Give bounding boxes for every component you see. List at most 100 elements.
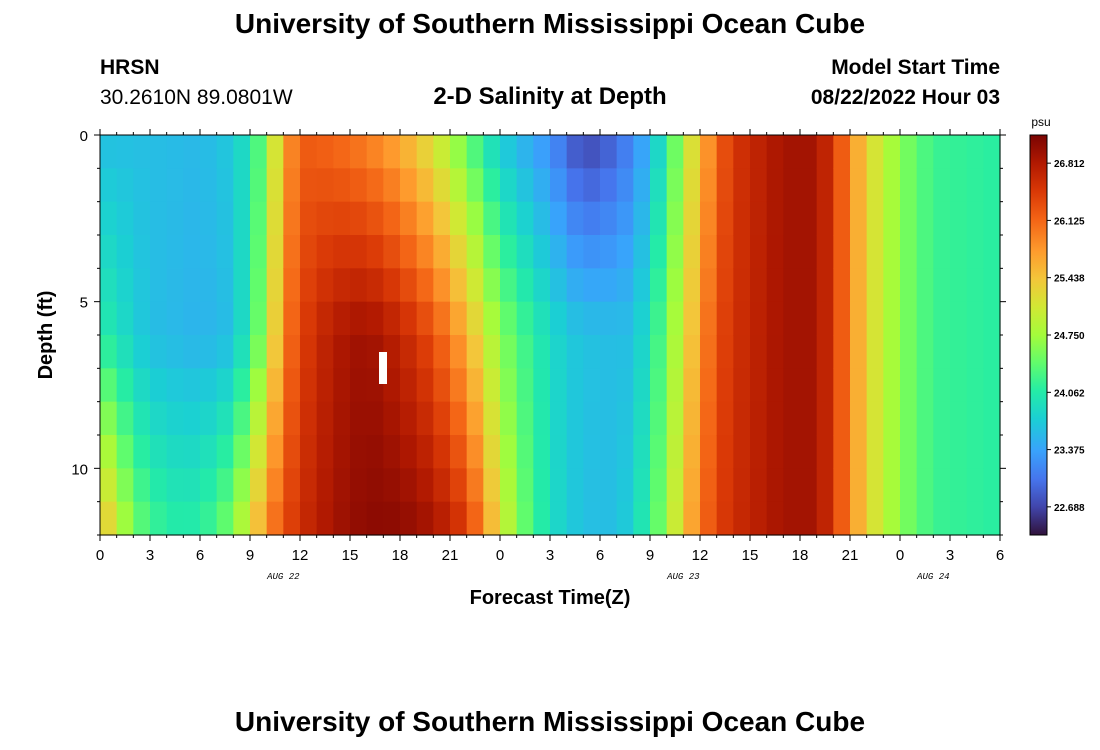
- heatmap-cell: [866, 335, 884, 369]
- heatmap-cell: [716, 335, 734, 369]
- heatmap-cell: [333, 401, 351, 436]
- heatmap-cell: [983, 301, 1001, 336]
- heatmap-cell: [983, 368, 1001, 403]
- heatmap-cell: [366, 301, 384, 336]
- heatmap-cell: [716, 135, 734, 169]
- heatmap-cell: [650, 435, 668, 469]
- heatmap-cell: [233, 435, 251, 469]
- heatmap-cell: [550, 135, 568, 169]
- heatmap-cell: [450, 268, 468, 303]
- heatmap-cell: [650, 168, 668, 203]
- heatmap-cell: [716, 268, 734, 303]
- heatmap-cell: [933, 135, 951, 169]
- heatmap-cell: [650, 201, 668, 236]
- heatmap-cell: [850, 335, 868, 369]
- heatmap-cell: [450, 301, 468, 336]
- heatmap-cell: [600, 368, 618, 403]
- heatmap-cell: [666, 368, 684, 403]
- heatmap-cell: [400, 368, 418, 403]
- heatmap-cell: [666, 268, 684, 303]
- heatmap-cell: [616, 235, 634, 269]
- heatmap-cell: [766, 401, 784, 436]
- heatmap-cell: [816, 301, 834, 336]
- heatmap-cell: [583, 335, 601, 369]
- heatmap-cell: [450, 201, 468, 236]
- heatmap-cell: [950, 435, 968, 469]
- heatmap-cell: [433, 501, 451, 536]
- heatmap-cell: [350, 135, 368, 169]
- heatmap-cell: [250, 501, 268, 536]
- heatmap-cell: [216, 235, 234, 269]
- heatmap-cells: [100, 135, 1001, 536]
- heatmap-cell: [850, 501, 868, 536]
- x-tick-label: 3: [146, 547, 154, 564]
- heatmap-cell: [883, 368, 901, 403]
- heatmap-cell: [100, 301, 118, 336]
- heatmap-cell: [333, 135, 351, 169]
- heatmap-cell: [683, 168, 701, 203]
- heatmap-cell: [316, 168, 334, 203]
- heatmap-cell: [350, 201, 368, 236]
- heatmap-cell: [166, 201, 184, 236]
- heatmap-cell: [966, 135, 984, 169]
- heatmap-cell: [500, 135, 518, 169]
- heatmap-cell: [316, 501, 334, 536]
- heatmap-cell: [616, 335, 634, 369]
- heatmap-cell: [900, 368, 918, 403]
- heatmap-cell: [416, 301, 434, 336]
- heatmap-cell: [233, 301, 251, 336]
- heatmap-cell: [483, 268, 501, 303]
- heatmap-cell: [283, 368, 301, 403]
- heatmap-cell: [400, 235, 418, 269]
- heatmap-cell: [400, 335, 418, 369]
- heatmap-cell: [400, 468, 418, 503]
- footer-title: University of Southern Mississippi Ocean…: [234, 706, 866, 737]
- heatmap-cell: [800, 235, 818, 269]
- heatmap-cell: [983, 501, 1001, 536]
- heatmap-cell: [566, 268, 584, 303]
- heatmap-cell: [383, 168, 401, 203]
- heatmap-cell: [866, 435, 884, 469]
- heatmap-cell: [316, 235, 334, 269]
- heatmap-cell: [650, 401, 668, 436]
- heatmap-cell: [800, 168, 818, 203]
- heatmap-cell: [466, 135, 484, 169]
- x-tick-label: 21: [442, 547, 459, 564]
- x-date-label: AUG 22: [266, 572, 300, 582]
- heatmap-cell: [366, 201, 384, 236]
- heatmap-cell: [900, 335, 918, 369]
- heatmap-cell: [933, 435, 951, 469]
- heatmap-cell: [666, 401, 684, 436]
- heatmap-cell: [633, 435, 651, 469]
- heatmap-cell: [283, 301, 301, 336]
- heatmap-cell: [450, 368, 468, 403]
- heatmap-cell: [700, 368, 718, 403]
- heatmap-cell: [400, 501, 418, 536]
- station-name: HRSN: [100, 56, 160, 79]
- heatmap-cell: [650, 135, 668, 169]
- heatmap-cell: [283, 135, 301, 169]
- heatmap-cell: [766, 301, 784, 336]
- heatmap-cell: [133, 201, 151, 236]
- heatmap-cell: [916, 168, 934, 203]
- heatmap-cell: [833, 301, 851, 336]
- heatmap-cell: [500, 201, 518, 236]
- heatmap-cell: [633, 401, 651, 436]
- heatmap-cell: [583, 368, 601, 403]
- model-start-value: 08/22/2022 Hour 03: [810, 86, 1000, 109]
- heatmap-cell: [666, 335, 684, 369]
- heatmap-cell: [850, 301, 868, 336]
- heatmap-cell: [733, 268, 751, 303]
- heatmap-cell: [433, 201, 451, 236]
- heatmap-cell: [766, 135, 784, 169]
- heatmap-cell: [566, 168, 584, 203]
- y-tick-label: 5: [80, 295, 88, 312]
- heatmap-cell: [500, 401, 518, 436]
- marker-bar: [379, 352, 387, 384]
- heatmap-cell: [500, 301, 518, 336]
- heatmap-cell: [900, 435, 918, 469]
- heatmap-cell: [766, 468, 784, 503]
- heatmap-cell: [300, 235, 318, 269]
- heatmap-cell: [350, 335, 368, 369]
- heatmap-cell: [450, 435, 468, 469]
